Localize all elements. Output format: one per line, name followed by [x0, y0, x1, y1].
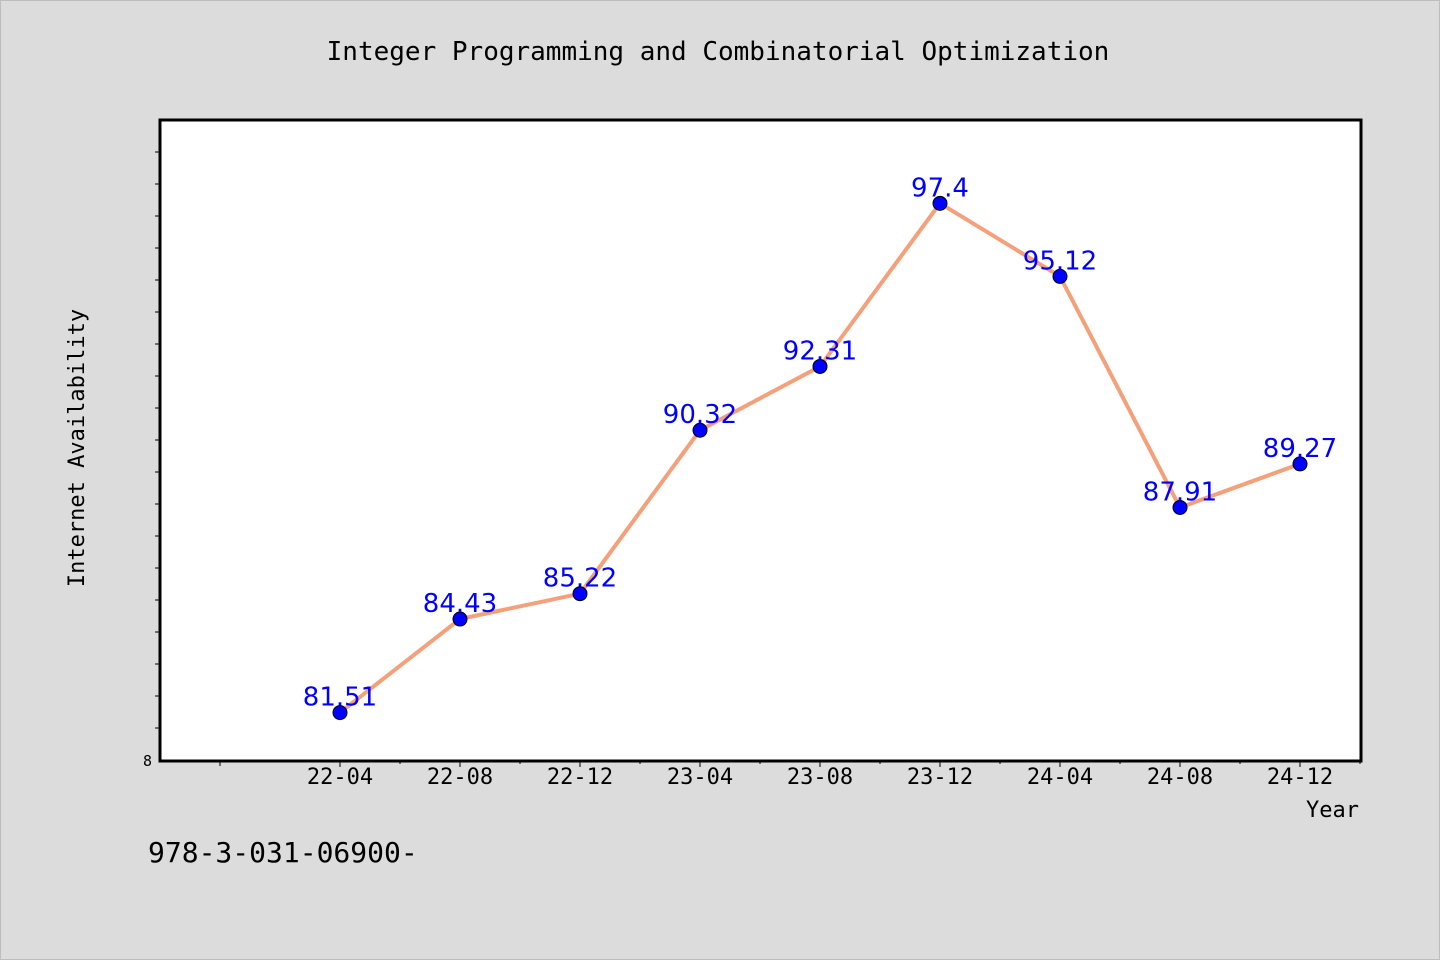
x-tick-label: 22-12: [547, 765, 613, 790]
data-point: [932, 195, 948, 211]
data-label: 95.12: [1023, 246, 1097, 276]
x-tick-labels: 22-04 22-08 22-12 23-04 23-08 23-12 24-04 24-08…: [307, 765, 1333, 790]
x-tick-label: 24-04: [1027, 765, 1093, 790]
chart-title: Integer Programming and Combinatorial Op…: [327, 37, 1110, 67]
data-label: 81.51: [303, 683, 377, 713]
y-axis-ticks: [155, 151, 160, 729]
data-label: 97.4: [911, 173, 969, 203]
x-tick-label: 22-04: [307, 765, 373, 790]
x-tick-label: 23-04: [667, 765, 733, 790]
data-label: 89.27: [1263, 434, 1337, 464]
y-axis-label: Internet Availability: [65, 309, 90, 587]
data-point: [1172, 499, 1188, 515]
data-point: [1292, 456, 1308, 472]
data-label: 85.22: [543, 564, 617, 594]
x-tick-label: 23-12: [907, 765, 973, 790]
data-label: 90.32: [663, 400, 737, 430]
x-axis-ticks: [219, 761, 1361, 767]
data-point: [812, 358, 828, 374]
data-label: 92.31: [783, 336, 857, 366]
y-tick-label: 8: [143, 752, 152, 770]
data-label: 84.43: [423, 589, 497, 619]
x-tick-label: 23-08: [787, 765, 853, 790]
data-point: [572, 586, 588, 602]
footnote: 978-3-031-06900-: [148, 836, 418, 869]
x-tick-label: 24-08: [1147, 765, 1213, 790]
data-point: [332, 705, 348, 721]
data-point: [452, 611, 468, 627]
plot-area: [158, 118, 1363, 763]
data-label: 87.91: [1143, 477, 1217, 507]
data-point: [1052, 268, 1068, 284]
x-axis-label: Year: [1306, 798, 1359, 823]
data-point: [692, 422, 708, 438]
x-tick-label: 24-12: [1267, 765, 1333, 790]
x-tick-label: 22-08: [427, 765, 493, 790]
series-group: 81.51 84.43 85.22 90.32 92.31 97.4 95.12 87.91 8…: [303, 173, 1337, 721]
